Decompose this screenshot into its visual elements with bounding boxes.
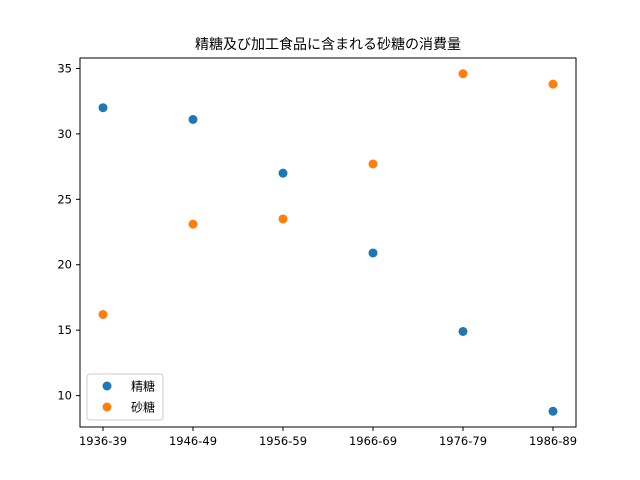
legend-label: 精糖 [131,379,155,394]
data-point-series-1 [188,115,198,124]
data-points [98,69,558,416]
data-point-series-1 [458,326,468,336]
x-tick-label: 1966-69 [349,434,397,448]
y-tick-label: 30 [57,127,72,141]
chart-title: 精糖及び加工食品に含まれる砂糖の消費量 [195,36,461,53]
x-tick-label: 1956-59 [259,434,307,448]
legend-marker [102,381,112,391]
data-point-series-2 [548,79,558,89]
data-point-series-1 [548,406,558,416]
x-tick-label: 1986-89 [529,434,577,448]
data-point-series-1 [278,168,288,178]
data-point-series-2 [278,214,288,224]
y-tick-label: 10 [57,389,72,403]
x-axis: 1936-39 1946-49 1956-59 1966-69 1976-79 1986-… [79,427,577,448]
y-axis: 10 15 20 25 30 35 [57,61,80,403]
y-tick-label: 15 [57,323,72,337]
plot-area [79,57,577,428]
data-point-series-1 [368,248,378,258]
legend-label: 砂糖 [131,400,155,415]
data-point-series-2 [98,309,108,319]
y-tick-label: 35 [57,61,72,75]
y-tick-label: 25 [57,192,72,206]
legend-marker [102,402,112,412]
data-point-series-2 [188,219,198,229]
y-tick-label: 20 [57,258,72,272]
x-tick-label: 1936-39 [79,434,127,448]
x-tick-label: 1946-49 [169,434,217,448]
x-tick-label: 1976-79 [439,434,487,448]
data-point-series-2 [458,69,468,79]
data-point-series-1 [98,103,108,113]
data-point-series-2 [368,159,378,169]
